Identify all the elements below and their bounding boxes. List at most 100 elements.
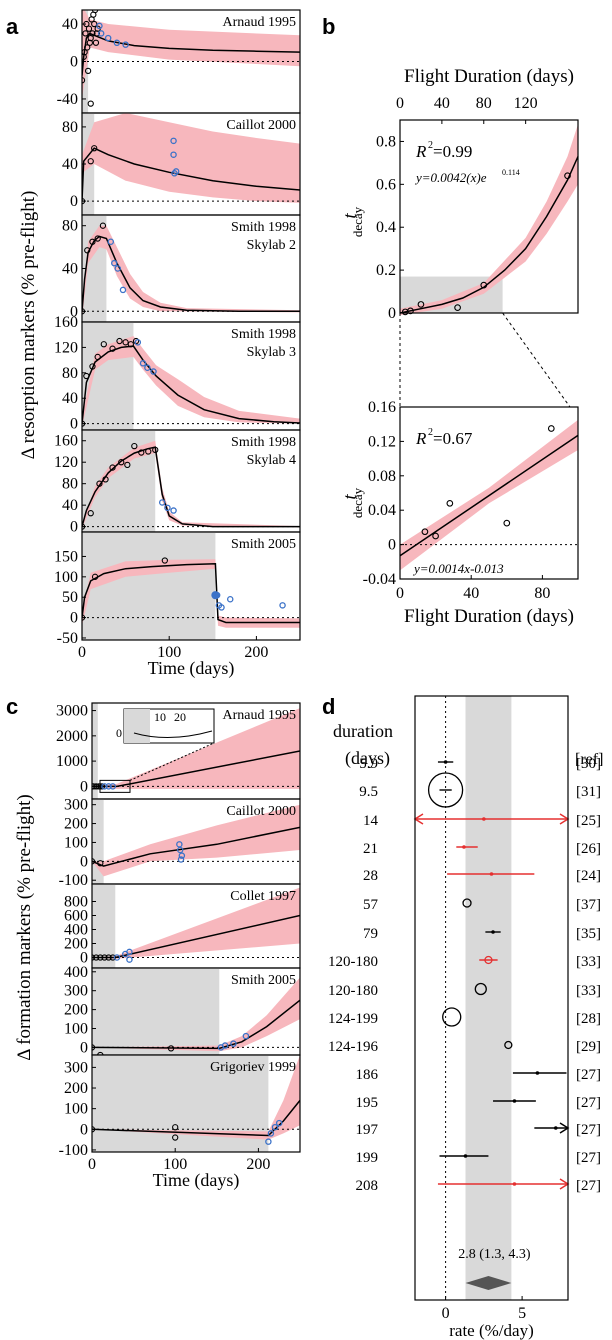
flight-period-shade <box>82 532 216 640</box>
data-point-inflight <box>89 238 96 245</box>
inset-fit-line <box>133 730 213 739</box>
data-point-inflight <box>122 339 129 346</box>
point-estimate <box>512 1099 517 1103</box>
y-tick-label: 0 <box>80 853 88 870</box>
forest-row: 21 [26] <box>363 841 601 857</box>
y-tick-label: -40 <box>57 91 78 108</box>
study-weight-marker <box>442 1007 462 1027</box>
row-duration-label: 21 <box>363 841 378 857</box>
x-axis-label: Time (days) <box>148 658 235 679</box>
row-reference-label: [26] <box>576 841 601 857</box>
flight-period-shade <box>92 968 220 1055</box>
subplot-plot-area <box>82 215 300 322</box>
data-point-inflight <box>152 446 159 454</box>
data-point-postflight <box>114 265 122 272</box>
data-point-postflight <box>178 852 186 859</box>
data-point-postflight <box>176 846 184 854</box>
forest-row: 120-180 [33] <box>328 954 601 970</box>
x-tick-label: 80 <box>534 585 550 602</box>
data-point-postflight <box>164 504 171 512</box>
data-point-inflight <box>98 783 106 790</box>
subplot-frame <box>91 1054 301 1153</box>
row-duration-label: 186 <box>356 1067 379 1083</box>
plot-frame <box>399 406 579 580</box>
data-point-postflight <box>96 22 103 30</box>
fit-equation: y=0.0042(x)e <box>414 170 487 185</box>
data-point-postflight <box>226 595 234 603</box>
data-point-inflight <box>127 341 134 348</box>
data-point-postflight <box>104 34 112 42</box>
data-point-postflight <box>271 1123 279 1131</box>
data-point-postflight <box>122 41 129 48</box>
row-reference-label: [25] <box>576 813 601 829</box>
confidence-band <box>92 887 300 959</box>
confidence-band <box>92 977 300 1052</box>
row-duration-label: 14 <box>363 813 379 829</box>
data-point-inflight <box>172 1134 179 1141</box>
study-weight-marker <box>474 982 487 996</box>
data-point-inflight <box>100 341 107 348</box>
row-duration-label: 120-180 <box>328 983 378 999</box>
y-tick-label: 0 <box>80 1121 88 1138</box>
row-reference-label: [33] <box>576 983 601 999</box>
y-axis-label-subscript: decay <box>350 206 365 237</box>
y-tick-label: 0.04 <box>368 502 396 519</box>
panel-label-b: b <box>322 14 335 39</box>
confidence-band <box>82 225 300 320</box>
subplot-a-3: 0 40 80 Smith 1998 Skylab 2 <box>62 214 301 323</box>
point-estimate <box>489 872 494 876</box>
data-point <box>432 532 439 540</box>
confidence-band <box>92 804 300 877</box>
x-tick-label: 40 <box>463 585 479 602</box>
subplot-plot-area <box>92 1055 300 1152</box>
r2-label: R <box>415 429 427 448</box>
y-tick-label: 40 <box>62 261 78 278</box>
x-axis-label: Flight Duration (days) <box>404 606 574 627</box>
forest-row: 199 [27] <box>356 1150 602 1166</box>
data-point-inflight <box>85 25 93 32</box>
row-reference-label: [27] <box>576 1122 601 1138</box>
y-tick-label: 200 <box>64 1002 88 1019</box>
forest-row: 195 [27] <box>356 1095 602 1111</box>
data-point-postflight <box>134 339 142 346</box>
data-point-postflight <box>126 956 133 963</box>
y-axis-label: Δ formation markers (% pre-flight) <box>14 794 35 1061</box>
y-tick-label: 160 <box>54 433 78 450</box>
y-axis-label: Δ resorption markers (% pre-flight) <box>18 191 39 460</box>
x-tick-label: 0 <box>78 644 86 661</box>
data-point-postflight <box>221 1042 229 1049</box>
row-duration-label: 208 <box>356 1178 379 1194</box>
y-tick-label: -0.04 <box>363 571 396 588</box>
y-tick-label: 120 <box>54 454 78 471</box>
data-point <box>547 425 555 432</box>
data-point-inflight <box>84 247 91 254</box>
confidence-band <box>82 10 300 99</box>
data-point <box>421 528 429 536</box>
row-reference-label: [29] <box>576 1039 601 1055</box>
panel-label-d: d <box>322 694 335 719</box>
y-tick-label: 120 <box>54 339 78 356</box>
y-tick-label: 0 <box>70 416 78 433</box>
ref-header: [ref] <box>575 751 603 768</box>
data-point-postflight <box>172 168 180 175</box>
data-point-inflight <box>97 860 104 867</box>
row-reference-label: [27] <box>576 1150 601 1166</box>
r2-superscript: 2 <box>428 140 433 151</box>
forest-row: 79 [35] <box>363 926 601 942</box>
x-tick-label: 200 <box>244 644 268 661</box>
x-tick-label: 200 <box>246 1156 270 1173</box>
data-point-postflight <box>177 856 185 863</box>
subplot-study-label: Collet 1997 <box>230 889 296 904</box>
duration-header: duration <box>333 721 393 741</box>
y-tick-label: 150 <box>54 548 78 565</box>
y-tick-label: 0 <box>388 537 396 554</box>
y-tick-label: 0 <box>388 305 396 322</box>
subplot-study-label: Smith 2005 <box>231 973 296 988</box>
row-reference-label: [24] <box>576 868 601 884</box>
y-tick-label: 40 <box>62 497 78 514</box>
row-duration-label: 28 <box>363 868 378 884</box>
data-point-inflight <box>102 476 109 483</box>
y-tick-label: 0.16 <box>368 399 396 416</box>
